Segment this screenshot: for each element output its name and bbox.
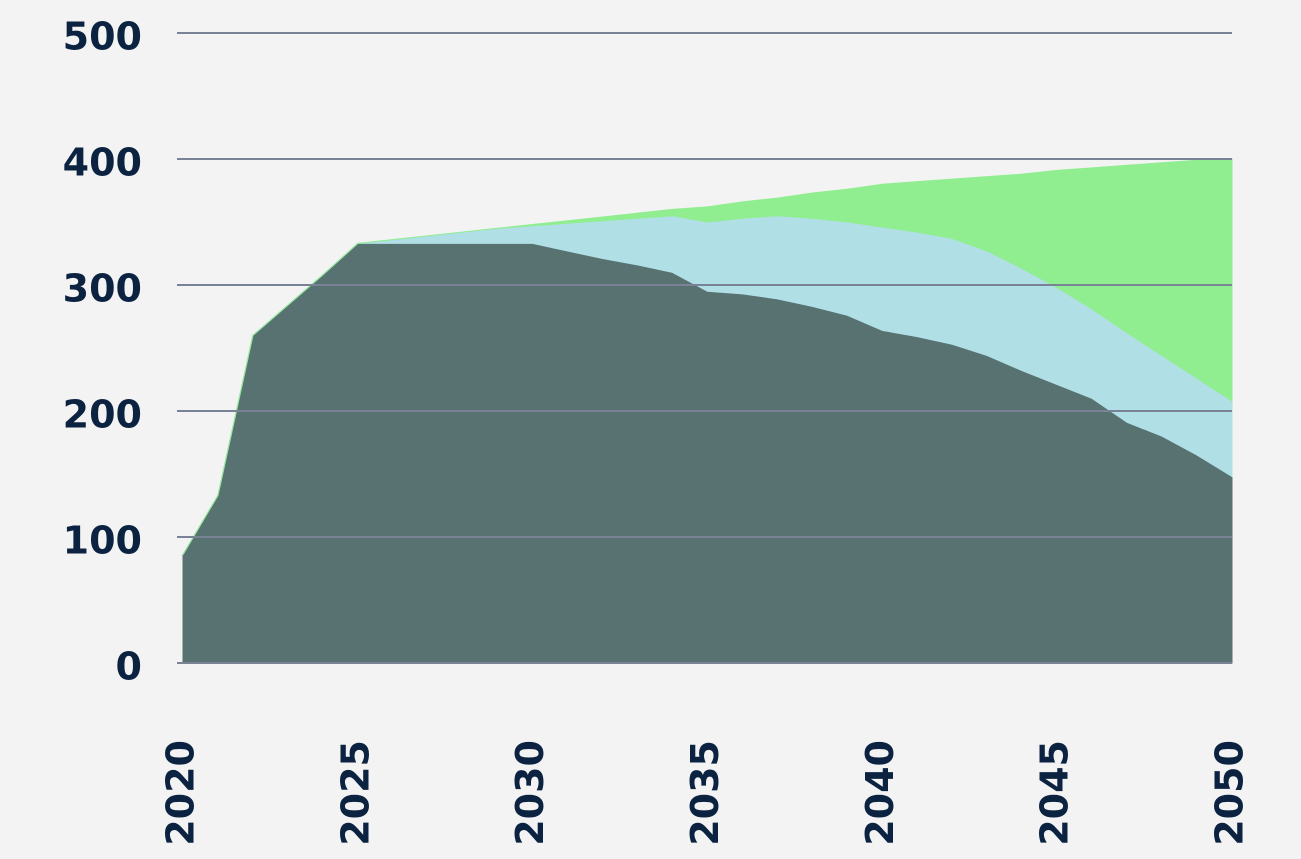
y-tick-label: 500 — [63, 15, 142, 59]
x-tick-label: 2045 — [1033, 740, 1077, 846]
y-tick-label: 100 — [63, 519, 142, 563]
y-tick-label: 300 — [63, 267, 142, 311]
x-tick-label: 2020 — [159, 740, 203, 846]
x-tick-label: 2040 — [858, 740, 902, 846]
y-tick-label: 0 — [116, 645, 142, 689]
x-tick-label: 2030 — [508, 740, 552, 846]
y-tick-label: 200 — [63, 393, 142, 437]
x-tick-label: 2025 — [333, 740, 377, 846]
y-tick-label: 400 — [63, 141, 142, 185]
x-tick-label: 2050 — [1208, 740, 1252, 846]
x-tick-label: 2035 — [683, 740, 727, 846]
area — [182, 158, 1233, 555]
